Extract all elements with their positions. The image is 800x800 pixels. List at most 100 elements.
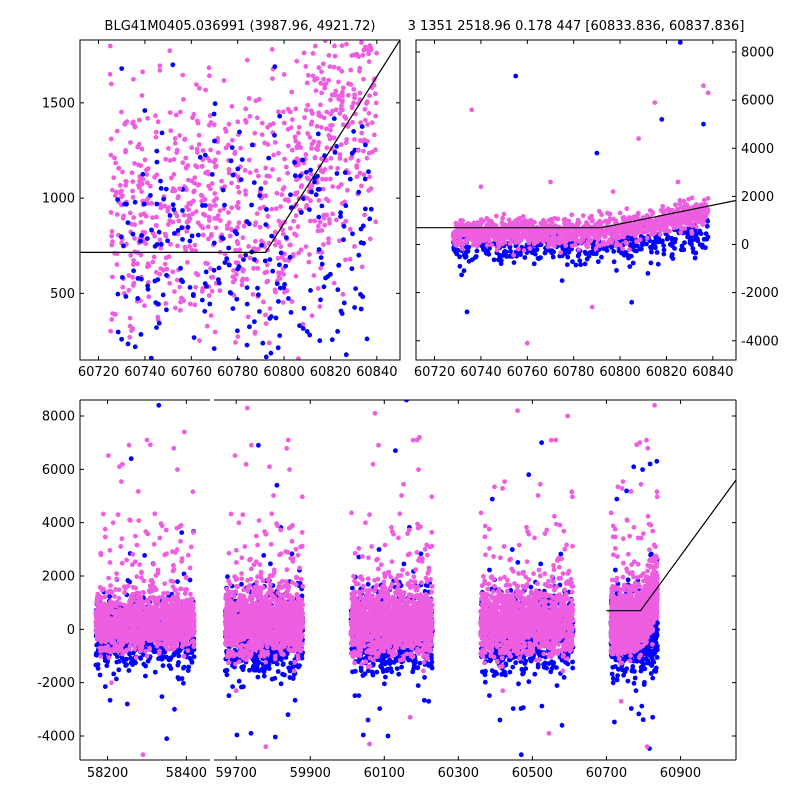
zoom-point <box>319 69 324 75</box>
recent-point <box>637 237 643 243</box>
full-point <box>121 659 127 664</box>
zoom-point <box>357 170 363 176</box>
zoom-point <box>164 307 169 313</box>
full-point <box>134 574 140 580</box>
recent-point <box>566 236 571 242</box>
full-point <box>152 604 158 609</box>
zoom-point <box>183 155 189 161</box>
recent-point <box>458 218 464 224</box>
zoom-point <box>161 196 167 202</box>
recent-point <box>644 235 650 241</box>
zoom-point <box>153 134 159 140</box>
zoom-point <box>287 254 293 260</box>
zoom-point <box>276 274 282 280</box>
recent-ytick-label: 8000 <box>741 46 774 61</box>
full-point <box>168 578 174 584</box>
zoom-point <box>159 130 165 136</box>
recent-point <box>635 211 641 217</box>
full-point <box>133 533 138 539</box>
zoom-point <box>278 204 283 210</box>
zoom-point <box>154 223 159 228</box>
zoom-point <box>211 267 217 273</box>
zoom-point <box>354 163 360 169</box>
zoom-point <box>276 218 282 224</box>
zoom-point <box>192 242 198 248</box>
recent-point <box>477 240 482 246</box>
zoom-point <box>320 3 325 8</box>
zoom-point <box>209 288 215 294</box>
full-point <box>119 536 125 542</box>
zoom-point <box>331 280 337 286</box>
zoom-point <box>114 262 120 267</box>
zoom-point <box>315 131 321 137</box>
full-point <box>154 643 160 649</box>
zoom-point <box>193 271 199 276</box>
full-point <box>191 530 196 535</box>
zoom-point <box>374 50 379 56</box>
zoom-point <box>229 145 235 151</box>
zoom-point <box>152 278 158 284</box>
full-point <box>155 570 161 576</box>
zoom-point <box>208 313 214 318</box>
zoom-point <box>199 297 205 303</box>
zoom-point <box>114 128 120 134</box>
zoom-point <box>138 220 144 225</box>
zoom-point <box>149 408 154 413</box>
recent-point <box>496 244 501 250</box>
zoom-point <box>127 140 133 145</box>
zoom-point <box>173 112 179 118</box>
zoom-point <box>135 296 141 301</box>
zoom-point <box>216 277 221 282</box>
recent-point <box>538 255 543 260</box>
zoom-point <box>304 175 310 181</box>
full-point <box>129 623 134 629</box>
zoom-point <box>249 202 255 208</box>
zoom-point <box>176 218 182 224</box>
full-point <box>110 520 116 526</box>
zoom-point <box>111 175 117 181</box>
zoom-point <box>326 53 332 58</box>
zoom-point <box>155 119 161 125</box>
full-point <box>174 547 180 553</box>
zoom-point <box>263 321 269 326</box>
zoom-point <box>341 300 347 306</box>
recent-point <box>699 242 705 248</box>
recent-point <box>678 215 683 221</box>
zoom-point <box>171 157 177 162</box>
zoom-point <box>319 203 325 209</box>
recent-point <box>576 247 582 253</box>
full-point <box>100 511 106 517</box>
recent-point <box>585 234 591 239</box>
zoom-point <box>303 107 309 113</box>
zoom-point <box>166 146 171 151</box>
zoom-point <box>279 254 285 260</box>
zoom-point <box>244 342 250 348</box>
full-point <box>111 671 117 677</box>
zoom-point <box>324 126 329 132</box>
zoom-point <box>226 170 232 176</box>
recent-point <box>662 208 667 214</box>
zoom-point <box>263 354 269 360</box>
full-point <box>140 635 146 640</box>
recent-point <box>662 228 668 234</box>
zoom-point <box>297 323 302 329</box>
recent-point <box>573 237 578 243</box>
zoom-point <box>287 410 292 415</box>
full-point <box>144 653 150 659</box>
zoom-point <box>256 292 261 298</box>
full-point <box>112 632 118 638</box>
zoom-point <box>304 329 310 334</box>
zoom-point <box>319 125 324 130</box>
zoom-point <box>337 156 343 161</box>
zoom-point <box>280 227 285 233</box>
full-point <box>170 568 176 574</box>
full-point <box>116 587 122 593</box>
zoom-point <box>110 274 115 280</box>
zoom-point <box>182 136 188 142</box>
zoom-model-line <box>80 40 400 253</box>
zoom-point <box>232 277 238 282</box>
zoom-point <box>251 265 256 271</box>
zoom-point <box>322 85 328 91</box>
recent-point <box>491 257 497 263</box>
full-point <box>95 594 100 600</box>
